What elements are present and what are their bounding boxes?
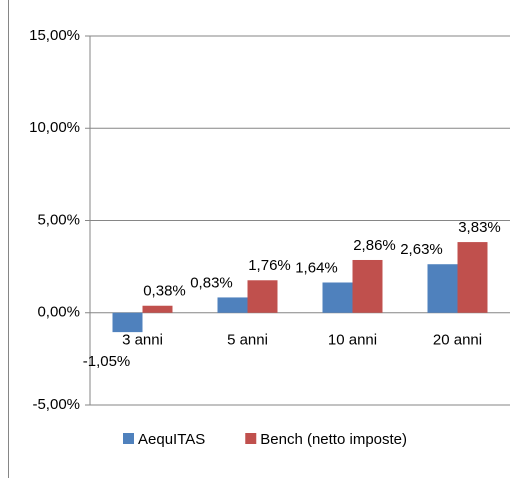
x-tick-label: 3 anni: [122, 332, 163, 349]
chart-frame: [8, 0, 9, 478]
data-label: 3,83%: [458, 219, 501, 236]
bar: [112, 312, 143, 333]
x-tick-label: 10 anni: [328, 332, 377, 349]
data-label: 2,86%: [353, 237, 396, 254]
bar: [247, 280, 278, 313]
legend-label: AequITAS: [138, 431, 205, 448]
y-tick-label: 15,00%: [29, 27, 80, 44]
y-tick-label: 5,00%: [37, 211, 80, 228]
data-label: 1,64%: [295, 259, 338, 276]
legend-swatch: [245, 433, 257, 444]
bar: [142, 305, 173, 313]
data-label: 2,63%: [400, 241, 443, 258]
legend-label: Bench (netto imposte): [260, 431, 407, 448]
x-tick-label: 20 anni: [433, 332, 482, 349]
legend-swatch: [123, 433, 134, 444]
y-tick-label: 0,00%: [37, 304, 80, 321]
data-label: 0,83%: [190, 274, 233, 291]
data-label: 1,76%: [248, 257, 291, 274]
y-tick-label: 10,00%: [29, 119, 80, 136]
bar: [352, 259, 383, 313]
bar: [322, 282, 353, 313]
x-tick-label: 5 anni: [227, 332, 268, 349]
bar: [457, 242, 488, 313]
y-tick-label: -5,00%: [32, 396, 80, 413]
data-label: -1,05%: [83, 353, 131, 370]
data-label: 0,38%: [143, 283, 186, 300]
bar: [427, 264, 458, 313]
bar: [217, 297, 248, 313]
